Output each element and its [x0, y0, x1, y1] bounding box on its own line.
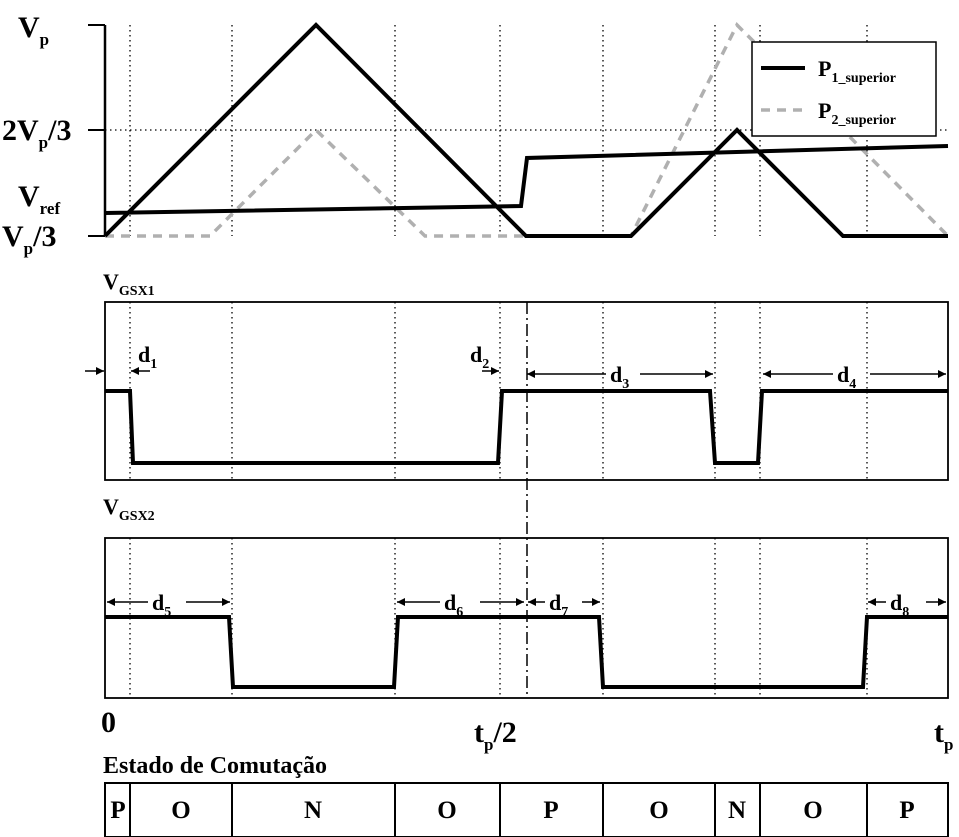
legend-label-p2: P2_superior [818, 98, 896, 128]
vp-3-label: Vp/3 [2, 220, 56, 258]
vref-label: Vref [18, 180, 60, 218]
gate1-panel: VGSX1 d1 d2 d3 d4 [85, 269, 949, 481]
time-period-label: tp [934, 716, 953, 754]
d6-arrowhead-left [397, 598, 405, 606]
d1-label: d1 [138, 342, 157, 372]
d7-arrowhead-left [528, 598, 536, 606]
legend: P1_superior P2_superior [751, 41, 937, 137]
d4-arrowhead-right [938, 370, 946, 378]
d8-label: d8 [890, 590, 909, 620]
p1-superior-carrier [103, 22, 948, 238]
vp-label: Vp [18, 11, 49, 49]
vgsx1-label: VGSX1 [103, 269, 155, 299]
d5-label: d5 [152, 590, 171, 620]
d5-arrowhead-right [222, 598, 230, 606]
d3-arrowhead-left [527, 370, 535, 378]
gate2-panel: VGSX2 d5 d6 d7 [103, 494, 949, 699]
d4-arrowhead-left [763, 370, 771, 378]
state-cell-1: P [110, 797, 125, 824]
d8-arrowhead-left [868, 598, 876, 606]
vgsx2-waveform [105, 615, 948, 689]
switching-state-table: Estado de Comutação P O N O P O N O P [103, 753, 949, 837]
d6-arrowhead-right [516, 598, 524, 606]
state-cell-5: P [543, 797, 558, 824]
d6-label: d6 [444, 590, 463, 620]
d5-arrowhead-left [107, 598, 115, 606]
state-cell-6: O [649, 797, 668, 824]
d3-label: d3 [610, 362, 629, 392]
d7-label: d7 [549, 590, 568, 620]
time-half-period-label: tp/2 [474, 716, 517, 754]
carrier-plot: Vp 2Vp/3 Vref Vp/3 P1_superior P2_superi… [2, 11, 950, 258]
d2-arrowhead [491, 367, 499, 375]
legend-label-p1: P1_superior [818, 56, 896, 86]
d4-label: d4 [837, 362, 856, 392]
state-table-dividers [129, 783, 868, 837]
state-cell-7: N [728, 797, 746, 824]
state-cell-3: N [304, 797, 322, 824]
vref-reference-signal [104, 144, 949, 215]
time-axis: 0 tp/2 tp [101, 706, 953, 754]
two-vp-3-label: 2Vp/3 [2, 114, 71, 152]
d1-arrowhead-left [96, 367, 104, 375]
state-cell-4: O [437, 797, 456, 824]
legend-box [751, 41, 937, 137]
state-table-frame [104, 782, 949, 837]
vgsx2-label: VGSX2 [103, 494, 155, 524]
d3-arrowhead-right [705, 370, 713, 378]
d7-arrowhead-right [592, 598, 600, 606]
state-cell-2: O [171, 797, 190, 824]
vgsx1-waveform [105, 389, 948, 465]
d2-label: d2 [470, 342, 489, 372]
time-zero-label: 0 [101, 706, 116, 739]
switching-state-title: Estado de Comutação [103, 753, 327, 779]
d8-arrowhead-right [938, 598, 946, 606]
state-cell-8: O [803, 797, 822, 824]
d1-arrowhead-right [131, 367, 139, 375]
state-cell-9: P [899, 797, 914, 824]
